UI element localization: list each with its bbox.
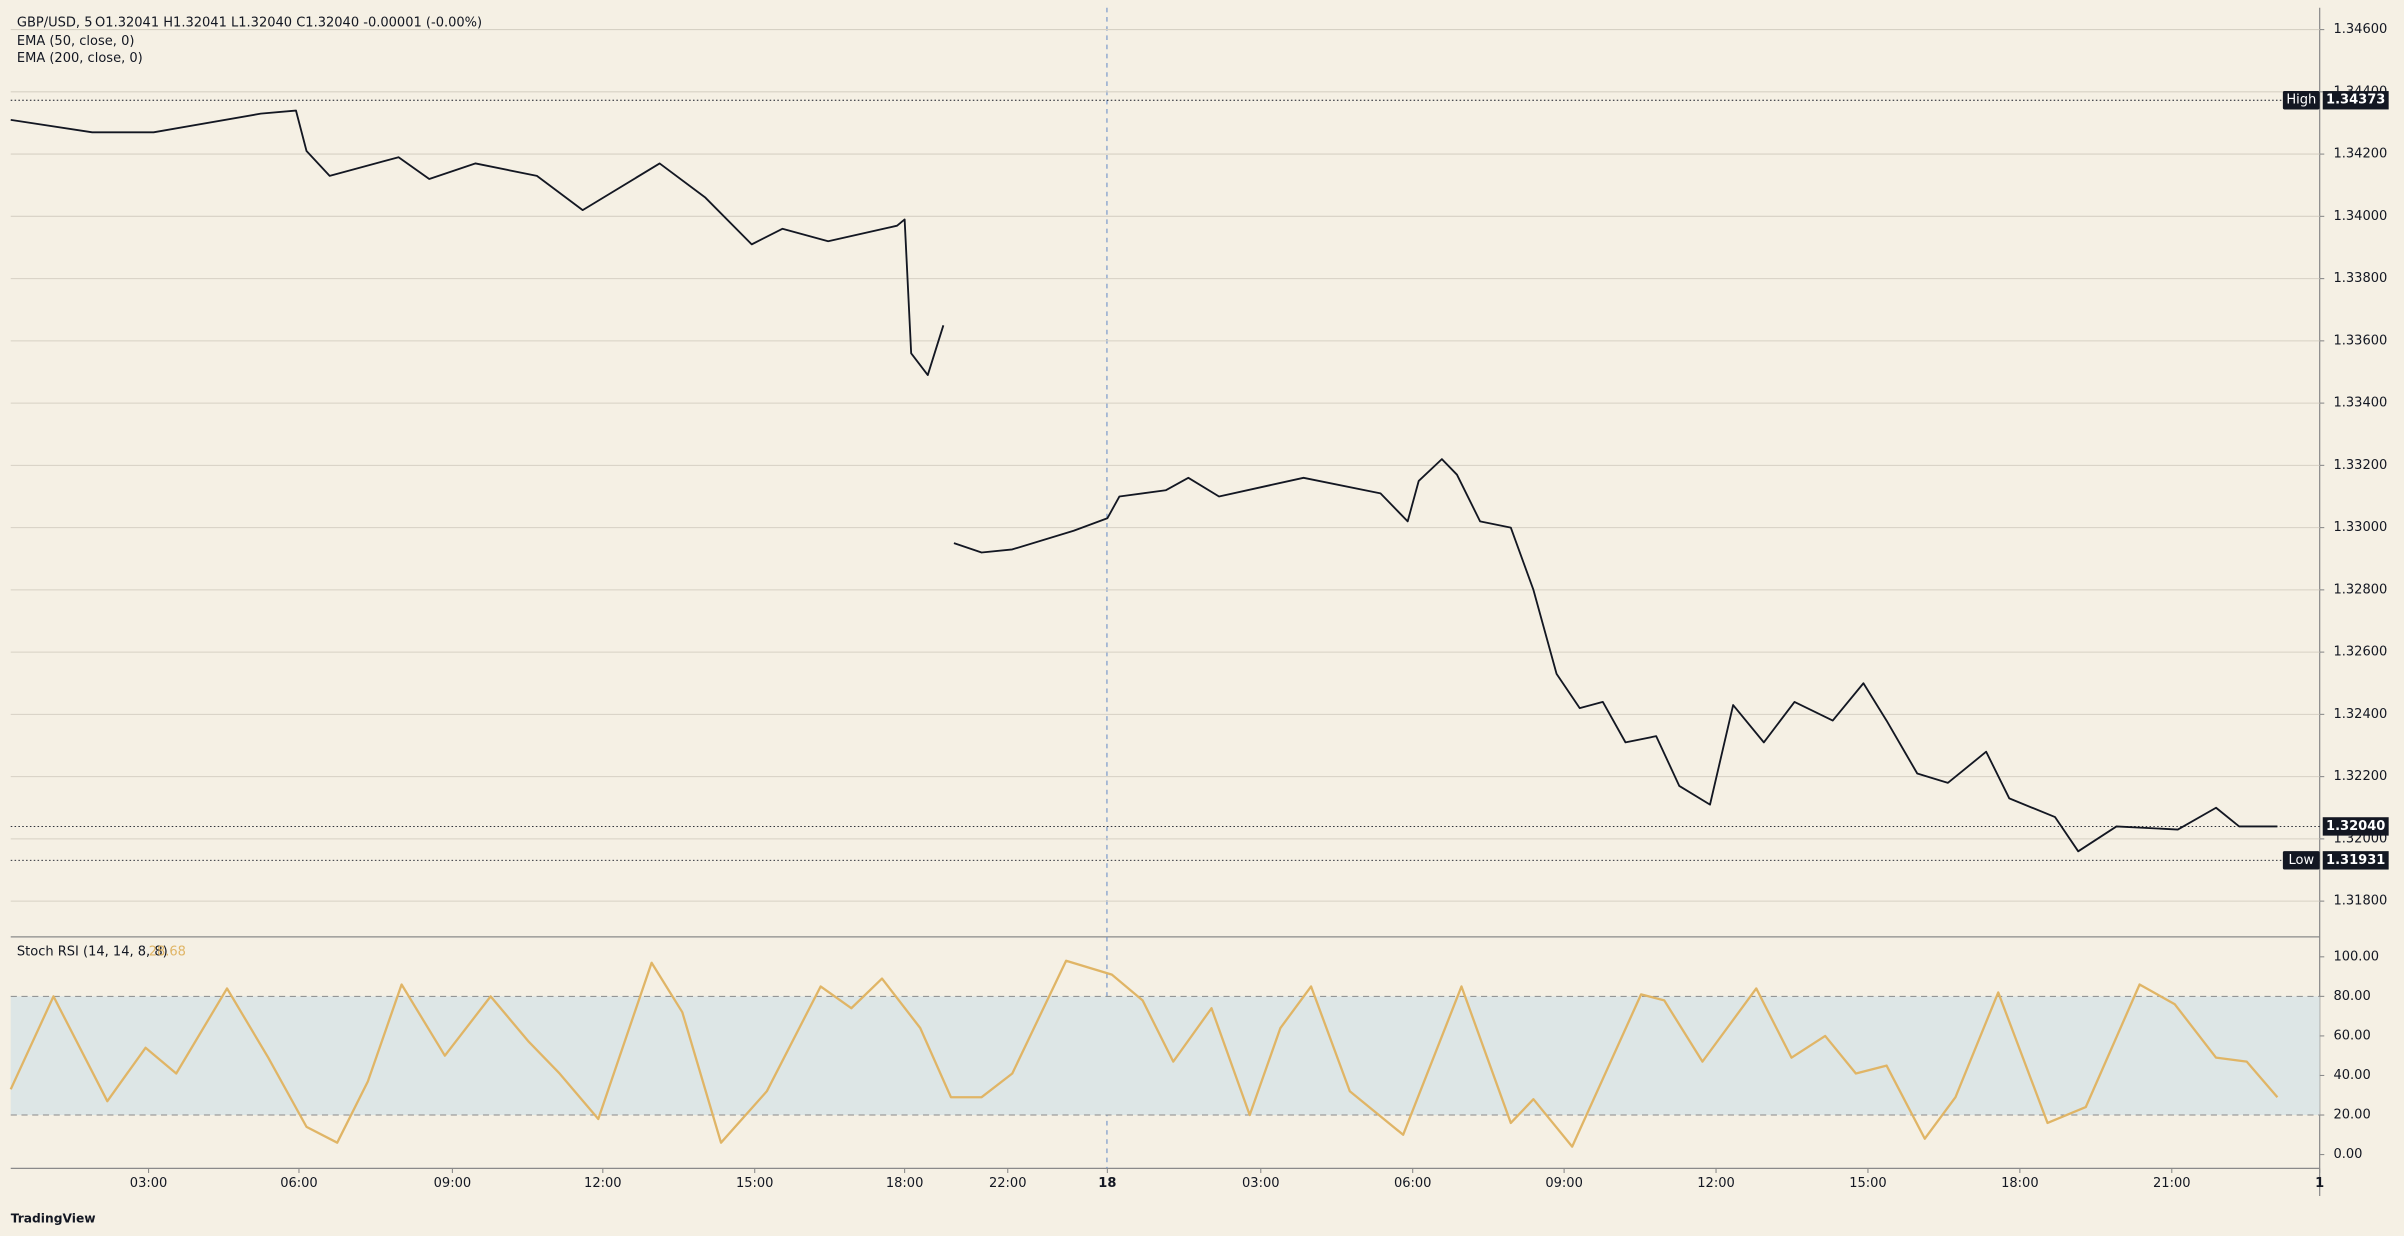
y-tick-label: 1.32600 [2333, 645, 2387, 660]
x-tick-label: 15:00 [736, 1176, 774, 1191]
y-tick-label: 1.34600 [2333, 22, 2387, 37]
high-tag-bg [2282, 91, 2320, 110]
x-tick-label: 06:00 [280, 1176, 318, 1191]
x-tick-label: 15:00 [1849, 1176, 1887, 1191]
y-tick-label: 1.33400 [2333, 396, 2387, 411]
low-value-bg [2322, 851, 2389, 870]
x-tick-label: 22:00 [989, 1176, 1027, 1191]
x-tick-label: 18:00 [2001, 1176, 2039, 1191]
y-tick-label: 100.00 [2333, 949, 2379, 964]
x-tick-label: 12:00 [1697, 1176, 1735, 1191]
symbol: GBP/USD, 5 [17, 16, 93, 31]
x-tick-label: 03:00 [1242, 1176, 1280, 1191]
y-tick-label: 1.32400 [2333, 707, 2387, 722]
last-value: 1.32040 [2326, 819, 2385, 834]
indicator: EMA (50, close, 0) [17, 34, 135, 49]
y-tick-label: 60.00 [2333, 1028, 2370, 1043]
x-tick-label: 09:00 [1545, 1176, 1583, 1191]
high-tag: High [2286, 93, 2316, 108]
indicator: EMA (200, close, 0) [17, 51, 143, 66]
low-tag-bg [2282, 851, 2320, 870]
series-line [10, 109, 2278, 853]
y-tick-label: 1.32200 [2333, 769, 2387, 784]
x-tick-label: 21:00 [2153, 1176, 2191, 1191]
y-tick-label: 1.33000 [2333, 520, 2387, 535]
series-line [9, 959, 2279, 1148]
y-tick-label: 1.33800 [2333, 271, 2387, 286]
y-tick-label: 80.00 [2333, 989, 2370, 1004]
low-tag: Low [2288, 853, 2314, 868]
high-value: 1.34373 [2326, 93, 2385, 108]
y-tick-label: 1.33200 [2333, 458, 2387, 473]
stoch-title: Stoch RSI (14, 14, 8, 8) [17, 945, 168, 960]
y-tick-label: 20.00 [2333, 1108, 2370, 1123]
x-tick-label: 1 [2315, 1176, 2324, 1191]
y-tick-label: 1.32800 [2333, 582, 2387, 597]
stoch-value: 28.68 [149, 945, 186, 960]
last-value-bg [2322, 817, 2389, 836]
x-tick-label: 12:00 [584, 1176, 622, 1191]
ohlc: O1.32041 H1.32041 L1.32040 C1.32040 -0.0… [95, 16, 482, 31]
y-tick-label: 1.34200 [2333, 147, 2387, 162]
band [10, 996, 2320, 1116]
x-tick-label: 06:00 [1394, 1176, 1432, 1191]
low-value: 1.31931 [2326, 853, 2385, 868]
y-tick-label: 1.34000 [2333, 209, 2387, 224]
y-tick-label: 1.33600 [2333, 333, 2387, 348]
high-value-bg [2322, 91, 2389, 110]
y-tick-label: 1.31800 [2333, 894, 2387, 909]
x-tick-label: 18 [1098, 1176, 1116, 1191]
y-tick-label: 0.00 [2333, 1147, 2362, 1162]
x-tick-label: 03:00 [130, 1176, 168, 1191]
x-tick-label: 18:00 [886, 1176, 924, 1191]
y-tick-label: 40.00 [2333, 1068, 2370, 1083]
brand: TradingView [11, 1212, 96, 1226]
x-tick-label: 09:00 [434, 1176, 472, 1191]
